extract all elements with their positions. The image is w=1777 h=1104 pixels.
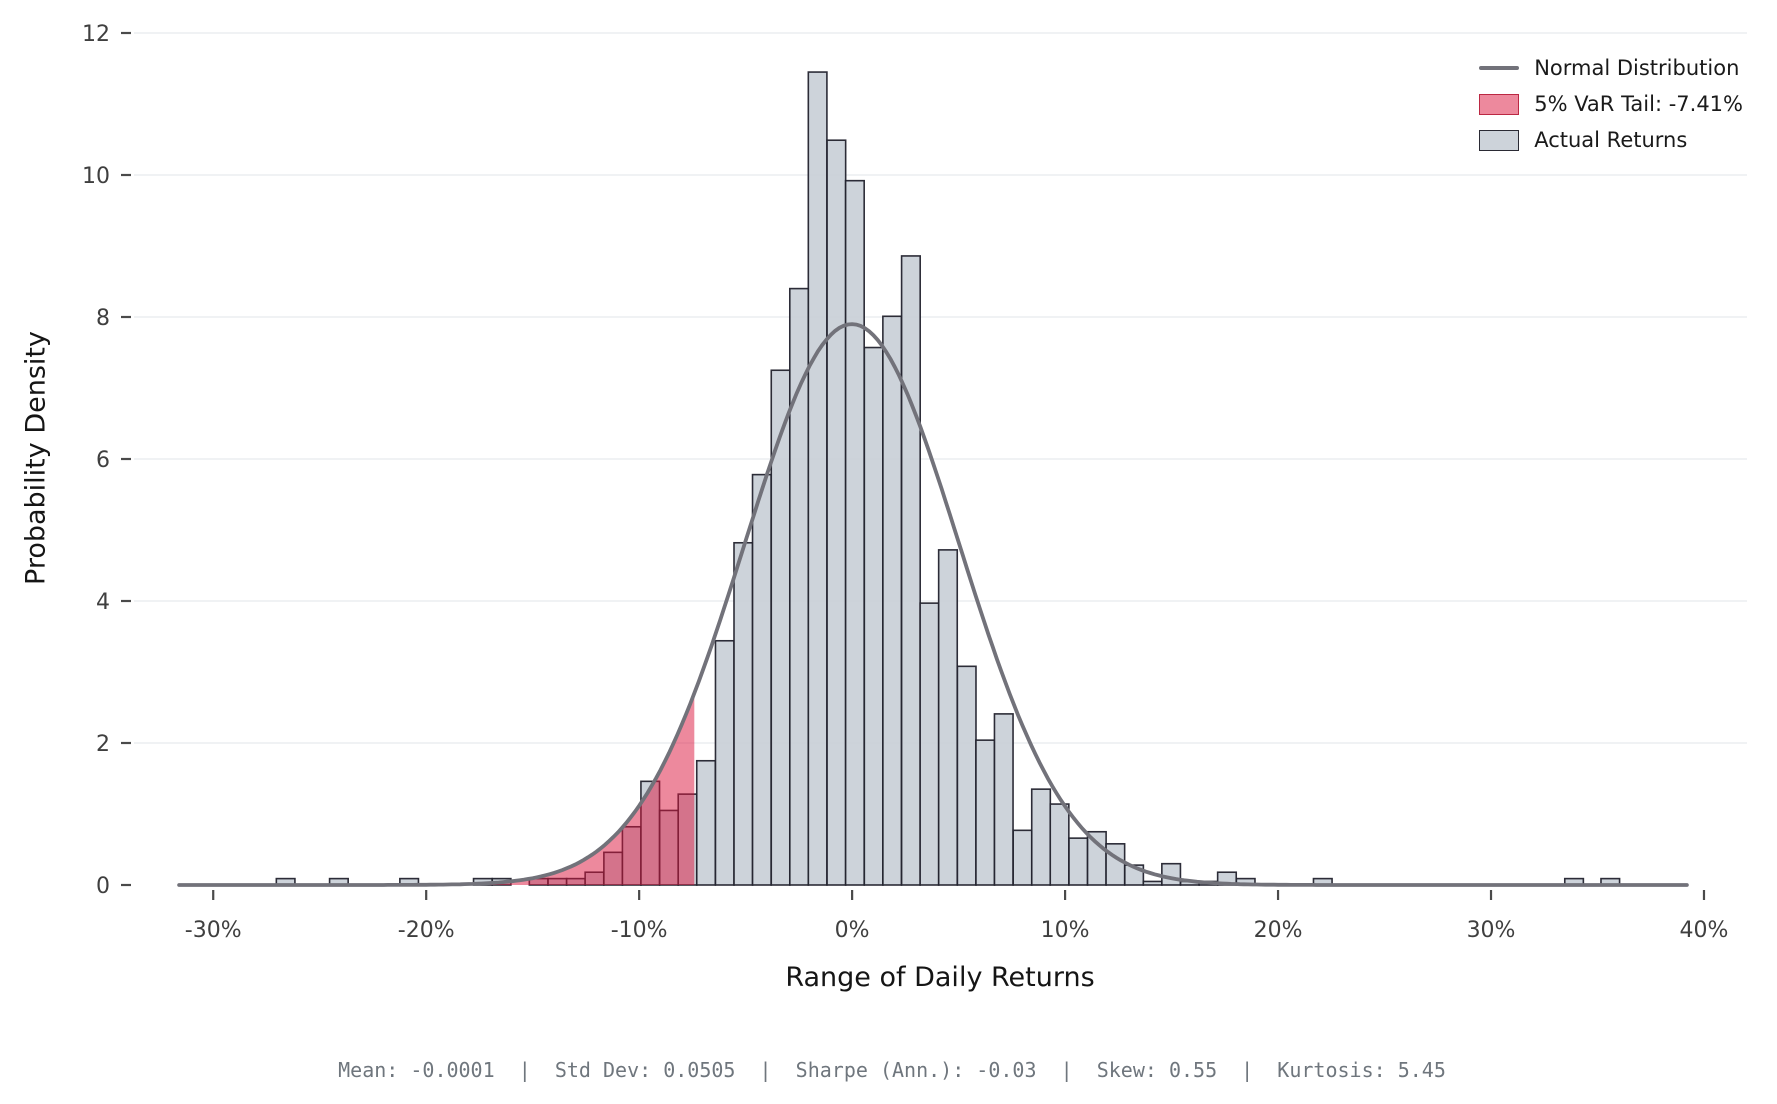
histogram-bar xyxy=(714,639,735,886)
x-tick-label: -30% xyxy=(185,918,242,943)
histogram-bar xyxy=(1049,803,1070,886)
y-tick-label: 2 xyxy=(96,732,110,757)
x-tick-label: -20% xyxy=(398,918,455,943)
histogram-bar xyxy=(975,739,996,886)
histogram-bar xyxy=(751,473,772,886)
histogram-bar xyxy=(900,255,921,886)
y-tick-label: 10 xyxy=(82,164,110,189)
histogram-bar xyxy=(882,315,903,886)
histogram-bar xyxy=(1105,843,1126,886)
histogram-bar xyxy=(1142,880,1163,886)
legend-label: 5% VaR Tail: -7.41% xyxy=(1534,92,1743,116)
normal-curve-line-swatch-icon xyxy=(1479,66,1520,70)
normal-distribution-curve xyxy=(177,322,1689,887)
legend-label: Normal Distribution xyxy=(1534,56,1740,80)
actual-returns-patch-icon xyxy=(1479,129,1520,151)
y-tick-label: 4 xyxy=(96,590,110,615)
histogram-bar xyxy=(1161,862,1182,886)
legend-item-normal-distribution: Normal Distribution xyxy=(1479,56,1743,80)
histogram-bar xyxy=(770,369,791,886)
var-tail-shading xyxy=(179,693,695,885)
legend-label: Actual Returns xyxy=(1534,128,1688,152)
histogram-bar xyxy=(1068,837,1089,886)
histogram-bar xyxy=(826,139,847,886)
legend-item-actual-returns: Actual Returns xyxy=(1479,128,1743,152)
histogram-bar xyxy=(695,759,717,886)
summary-stats-line: Mean: -0.0001 | Std Dev: 0.0505 | Sharpe… xyxy=(338,1058,1446,1082)
histogram-bar xyxy=(733,541,754,886)
histogram-bar xyxy=(863,346,884,886)
histogram-bar xyxy=(993,713,1014,886)
histogram-bar xyxy=(937,549,959,886)
x-tick-label: 40% xyxy=(1680,918,1729,943)
histogram-bar xyxy=(844,179,865,886)
x-axis-label: Range of Daily Returns xyxy=(785,962,1095,993)
histogram-bar xyxy=(956,665,977,886)
histogram-bar xyxy=(807,71,828,886)
var-tail-patch-icon xyxy=(1479,93,1520,115)
x-tick-label: -10% xyxy=(611,918,668,943)
x-tick-label: 0% xyxy=(835,918,870,943)
x-tick-label: 30% xyxy=(1467,918,1516,943)
x-tick-label: 20% xyxy=(1254,918,1303,943)
y-tick-label: 12 xyxy=(82,22,110,47)
histogram-bar xyxy=(1030,788,1052,886)
histogram-bar xyxy=(1012,829,1033,886)
y-tick-label: 8 xyxy=(96,306,110,331)
y-tick-label: 0 xyxy=(96,874,110,899)
y-axis-label: Probability Density xyxy=(20,331,52,585)
legend: Normal Distribution 5% VaR Tail: -7.41% … xyxy=(1479,56,1743,152)
x-tick-label: 10% xyxy=(1041,918,1090,943)
legend-item-var-tail: 5% VaR Tail: -7.41% xyxy=(1479,92,1743,116)
histogram-bar xyxy=(919,602,940,886)
y-tick-label: 6 xyxy=(96,448,110,473)
histogram-bar xyxy=(1086,830,1107,886)
